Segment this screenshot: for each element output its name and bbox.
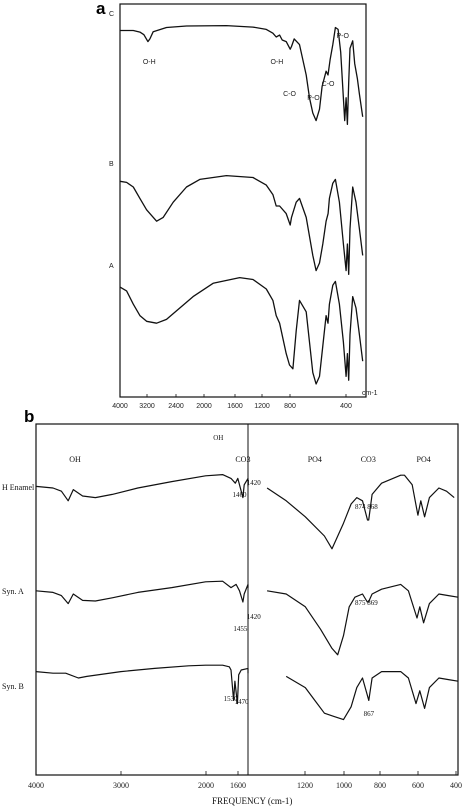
peak-annotation: C-O bbox=[283, 91, 296, 98]
panel-b-annotations: OH OH CO3 PO4 CO3 PO4 1460 1420 874 868 1455 1420 8… bbox=[69, 434, 431, 718]
peak-annotation: O-H bbox=[143, 59, 156, 66]
spectrum-line-C bbox=[120, 24, 364, 126]
x-tick-label: 1200 bbox=[297, 781, 313, 790]
x-tick-label: 1000 bbox=[336, 781, 352, 790]
x-tick-label: 4000 bbox=[28, 781, 44, 790]
x-tick-label: 2400 bbox=[168, 403, 184, 410]
peak-annotation: 1420 bbox=[247, 613, 262, 621]
x-tick-label: 4000 bbox=[112, 403, 128, 410]
peak-annotation: 1460 bbox=[233, 491, 248, 499]
band-annotation: OH bbox=[69, 455, 81, 464]
panel-b: b 4000 3000 2000 1600 1200 1000 800 600 400 H En… bbox=[2, 407, 462, 806]
x-tick-label: 1600 bbox=[227, 403, 243, 410]
peak-annotation: O-H bbox=[270, 59, 283, 66]
peak-annotation: 1420 bbox=[247, 479, 262, 487]
panel-a-series-labels: C B A bbox=[109, 11, 114, 270]
panel-a-unit-label: cm-1 bbox=[362, 390, 378, 397]
panel-a-annotations: O-H O-HC-OP-OC-OP-O bbox=[143, 33, 350, 102]
x-tick-label: 400 bbox=[340, 403, 352, 410]
band-annotation: CO3 bbox=[235, 455, 250, 464]
band-annotation: CO3 bbox=[361, 455, 376, 464]
series-label: C bbox=[109, 11, 114, 18]
x-tick-label: 3200 bbox=[139, 403, 155, 410]
band-annotation: PO4 bbox=[417, 455, 431, 464]
spectrum-line-segment bbox=[35, 580, 249, 605]
panel-a-frame bbox=[119, 3, 367, 398]
peak-annotation: 875 869 bbox=[355, 599, 378, 607]
x-tick-label: 800 bbox=[374, 781, 386, 790]
panel-a-x-ticks: 4000 3200 2400 2000 1600 1200 800 400 bbox=[112, 394, 352, 410]
peak-annotation: 874 868 bbox=[355, 503, 378, 511]
series-label: H Enamel bbox=[2, 483, 35, 492]
peak-annotation: C-O bbox=[322, 81, 335, 88]
panel-b-frame bbox=[35, 423, 459, 776]
panel-b-series bbox=[35, 474, 459, 721]
x-tick-label: 400 bbox=[450, 781, 462, 790]
band-annotation: OH bbox=[213, 434, 223, 442]
spectrum-line-segment bbox=[35, 664, 249, 705]
peak-annotation: 1470 bbox=[235, 698, 250, 706]
band-annotation: PO4 bbox=[308, 455, 322, 464]
series-label: Syn. B bbox=[2, 682, 24, 691]
x-tick-label: 800 bbox=[284, 403, 296, 410]
x-tick-label: 2000 bbox=[196, 403, 212, 410]
spectrum-line-segment bbox=[35, 474, 249, 502]
series-label: Syn. A bbox=[2, 587, 24, 596]
peak-annotation: 1455 bbox=[233, 625, 248, 633]
peak-annotation: P-O bbox=[307, 95, 320, 102]
peak-annotation: 1530 bbox=[224, 695, 239, 703]
panel-a-series bbox=[119, 24, 364, 385]
x-tick-label: 600 bbox=[412, 781, 424, 790]
peak-annotation: P-O bbox=[337, 33, 350, 40]
x-tick-label: 1200 bbox=[254, 403, 270, 410]
spectrum-line-segment bbox=[285, 671, 459, 721]
spectrum-line-segment bbox=[266, 474, 455, 550]
spectrum-line-A bbox=[119, 276, 364, 385]
panel-b-x-axis-title: FREQUENCY (cm-1) bbox=[212, 796, 292, 806]
peak-annotation: 867 bbox=[364, 710, 375, 718]
spectrum-line-B bbox=[119, 174, 364, 276]
series-label: A bbox=[109, 263, 114, 270]
x-tick-label: 1600 bbox=[230, 781, 246, 790]
x-tick-label: 2000 bbox=[198, 781, 214, 790]
panel-a: a 4000 3200 2400 2000 1600 1200 800 400 cm-1 C B… bbox=[96, 0, 378, 410]
x-tick-label: 3000 bbox=[113, 781, 129, 790]
series-label: B bbox=[109, 161, 114, 168]
panel-a-letter: a bbox=[96, 0, 106, 18]
spectrum-line-segment bbox=[267, 583, 459, 656]
panel-b-series-labels: H Enamel Syn. A Syn. B bbox=[2, 483, 35, 691]
panel-b-x-ticks: 4000 3000 2000 1600 1200 1000 800 600 400 bbox=[28, 771, 462, 790]
panel-b-letter: b bbox=[24, 407, 34, 426]
